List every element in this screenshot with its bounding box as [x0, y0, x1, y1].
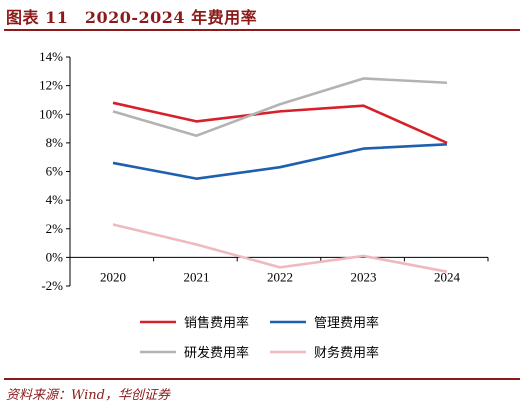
x-tick-label: 2023 — [351, 269, 377, 284]
x-tick-label: 2020 — [100, 269, 126, 284]
series-line-4 — [112, 223, 448, 273]
legend-label-1: 销售费用率 — [184, 315, 249, 331]
series-line-2 — [112, 143, 448, 180]
legend-label-2: 管理费用率 — [314, 315, 379, 331]
series-line-1 — [112, 101, 448, 145]
x-tick-label: 2024 — [434, 269, 461, 284]
y-tick-label: 10% — [39, 106, 63, 121]
line-chart: -2%0%2%4%6%8%10%12%14% 2020 2021 2022 2023 2… — [39, 49, 489, 361]
series-line-3 — [112, 77, 448, 138]
series-lines — [112, 77, 448, 273]
x-tick-label: 2021 — [184, 269, 210, 284]
y-tick-label: 2% — [46, 221, 64, 236]
y-axis: -2% 0% 2% 4% 6% 8% 10% 12% 14% — [39, 49, 71, 293]
y-tick-label: 8% — [46, 135, 64, 150]
y-tick-label: 0% — [46, 249, 64, 264]
y-tick-label: 14% — [39, 49, 63, 64]
x-axis: 2020 2021 2022 2023 2024 — [69, 256, 489, 284]
x-tick-label: 2022 — [267, 269, 293, 284]
y-tick-label: 4% — [46, 192, 64, 207]
y-tick-label: 12% — [39, 78, 63, 93]
chart-title: 图表 11 2020-2024 年费用率 — [6, 8, 258, 27]
source-divider — [4, 378, 520, 380]
legend-label-3: 研发费用率 — [184, 345, 249, 361]
legend-label-4: 财务费用率 — [314, 345, 379, 361]
y-tick-label: -2% — [41, 278, 63, 293]
source-note: 资料来源：Wind，华创证券 — [6, 388, 170, 403]
y-tick-label: 6% — [46, 164, 64, 179]
title-divider — [4, 29, 520, 31]
